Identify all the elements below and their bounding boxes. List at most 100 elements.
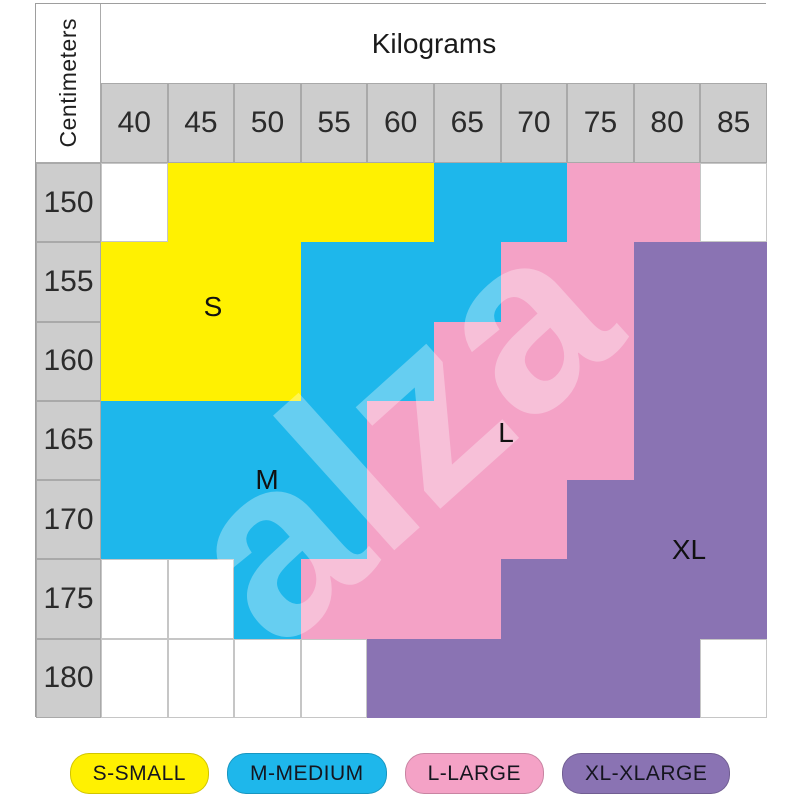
grid-cell: [234, 163, 301, 243]
grid-cell: [101, 480, 168, 560]
grid-cell: [167, 163, 235, 243]
grid-cell: [433, 242, 501, 322]
grid-cell: [234, 559, 301, 639]
weight-header-cell: 65: [433, 83, 501, 163]
grid-cell: [500, 480, 568, 560]
height-header-column: 150 155 160 165 170 175 180: [36, 163, 101, 718]
kilograms-label: Kilograms: [371, 27, 497, 59]
height-header-cell: 155: [36, 242, 101, 322]
grid-cell: [300, 480, 368, 560]
grid-cell: [700, 163, 767, 243]
weight-header-cell: 55: [300, 83, 368, 163]
grid-cell: [500, 559, 568, 639]
height-header-cell: 150: [36, 163, 101, 243]
weight-header-cell: 80: [633, 83, 701, 163]
grid-cell: [700, 480, 767, 560]
grid-cell: [633, 480, 701, 560]
height-header-cell: 175: [36, 559, 101, 639]
chart-grid: [101, 163, 767, 718]
grid-cell: [234, 242, 301, 322]
grid-cell: [567, 400, 634, 481]
grid-cell: [167, 638, 235, 718]
grid-cell: [367, 480, 434, 560]
grid-cell: [101, 559, 168, 639]
size-label-l: L: [498, 417, 514, 448]
grid-cell: [633, 242, 701, 322]
grid-cell: [500, 242, 568, 322]
legend-pill-s: S-SMALL: [69, 753, 209, 794]
legend-pill-m: M-MEDIUM: [226, 753, 387, 794]
grid-cell: [101, 321, 168, 401]
grid-cell: [567, 321, 634, 401]
grid-cell: [300, 400, 368, 481]
grid-cell: [500, 400, 568, 481]
grid-cell: [367, 400, 434, 481]
grid-cell: [567, 638, 634, 718]
grid-cell: [167, 242, 235, 322]
size-label-m: M: [255, 464, 279, 495]
grid-cell: [300, 242, 368, 322]
grid-cell: [234, 638, 301, 718]
grid-cell: [167, 321, 235, 401]
weight-header-cell: 50: [234, 83, 301, 163]
grid-cell: [633, 400, 701, 481]
grid-cell: [101, 163, 168, 243]
size-label-xl: XL: [671, 534, 707, 565]
grid-cell: [567, 242, 634, 322]
grid-cell: [367, 242, 434, 322]
grid-cell: [633, 163, 701, 243]
weight-header-cell: 60: [367, 83, 434, 163]
weight-header-row: 40 45 50 55 60 65 70 75 80 85: [101, 83, 767, 163]
grid-cell: [567, 163, 634, 243]
grid-cell: [500, 321, 568, 401]
weight-header-cell: 40: [101, 83, 168, 163]
legend: S-SMALL M-MEDIUM L-LARGE XL-XLARGE: [0, 753, 800, 794]
height-header-cell: 180: [36, 638, 101, 718]
grid-cell: [234, 480, 301, 560]
grid-cell: [234, 400, 301, 481]
grid-cell: [300, 638, 368, 718]
height-header-cell: 160: [36, 321, 101, 401]
grid-cell: [633, 638, 701, 718]
centimeters-header: Centimeters: [36, 4, 101, 163]
centimeters-label: Centimeters: [54, 18, 81, 148]
grid-cell: [300, 163, 368, 243]
legend-pill-xl: XL-XLARGE: [562, 753, 731, 794]
chart-data-area: alza S M L XL: [101, 163, 767, 718]
grid-cell: [500, 163, 568, 243]
grid-cell: [367, 638, 434, 718]
legend-pill-l: L-LARGE: [404, 753, 544, 794]
grid-cell: [500, 638, 568, 718]
grid-cell: [700, 400, 767, 481]
grid-cell: [700, 559, 767, 639]
grid-cell: [433, 559, 501, 639]
grid-cell: [633, 321, 701, 401]
grid-cell: [234, 321, 301, 401]
grid-cell: [367, 559, 434, 639]
grid-cell: [101, 400, 168, 481]
grid-cell: [300, 559, 368, 639]
grid-cell: [167, 480, 235, 560]
grid-cell: [433, 480, 501, 560]
grid-cell: [367, 163, 434, 243]
weight-header-cell: 75: [567, 83, 634, 163]
size-table: Centimeters Kilograms 40 45 50 55 60 65 70 75 80…: [35, 3, 767, 718]
height-header-cell: 170: [36, 480, 101, 560]
grid-cell: [700, 321, 767, 401]
grid-cell: [167, 400, 235, 481]
kilograms-header: Kilograms: [101, 4, 767, 83]
grid-cell: [300, 321, 368, 401]
grid-cell: [567, 559, 634, 639]
grid-cell: [433, 400, 501, 481]
grid-cell: [433, 321, 501, 401]
weight-header-cell: 70: [500, 83, 568, 163]
grid-cell: [167, 559, 235, 639]
grid-cell: [567, 480, 634, 560]
grid-cell: [633, 559, 701, 639]
grid-cell: [433, 638, 501, 718]
grid-cell: [433, 163, 501, 243]
grid-cell: [700, 242, 767, 322]
weight-header-cell: 85: [700, 83, 767, 163]
grid-cell: [700, 638, 767, 718]
